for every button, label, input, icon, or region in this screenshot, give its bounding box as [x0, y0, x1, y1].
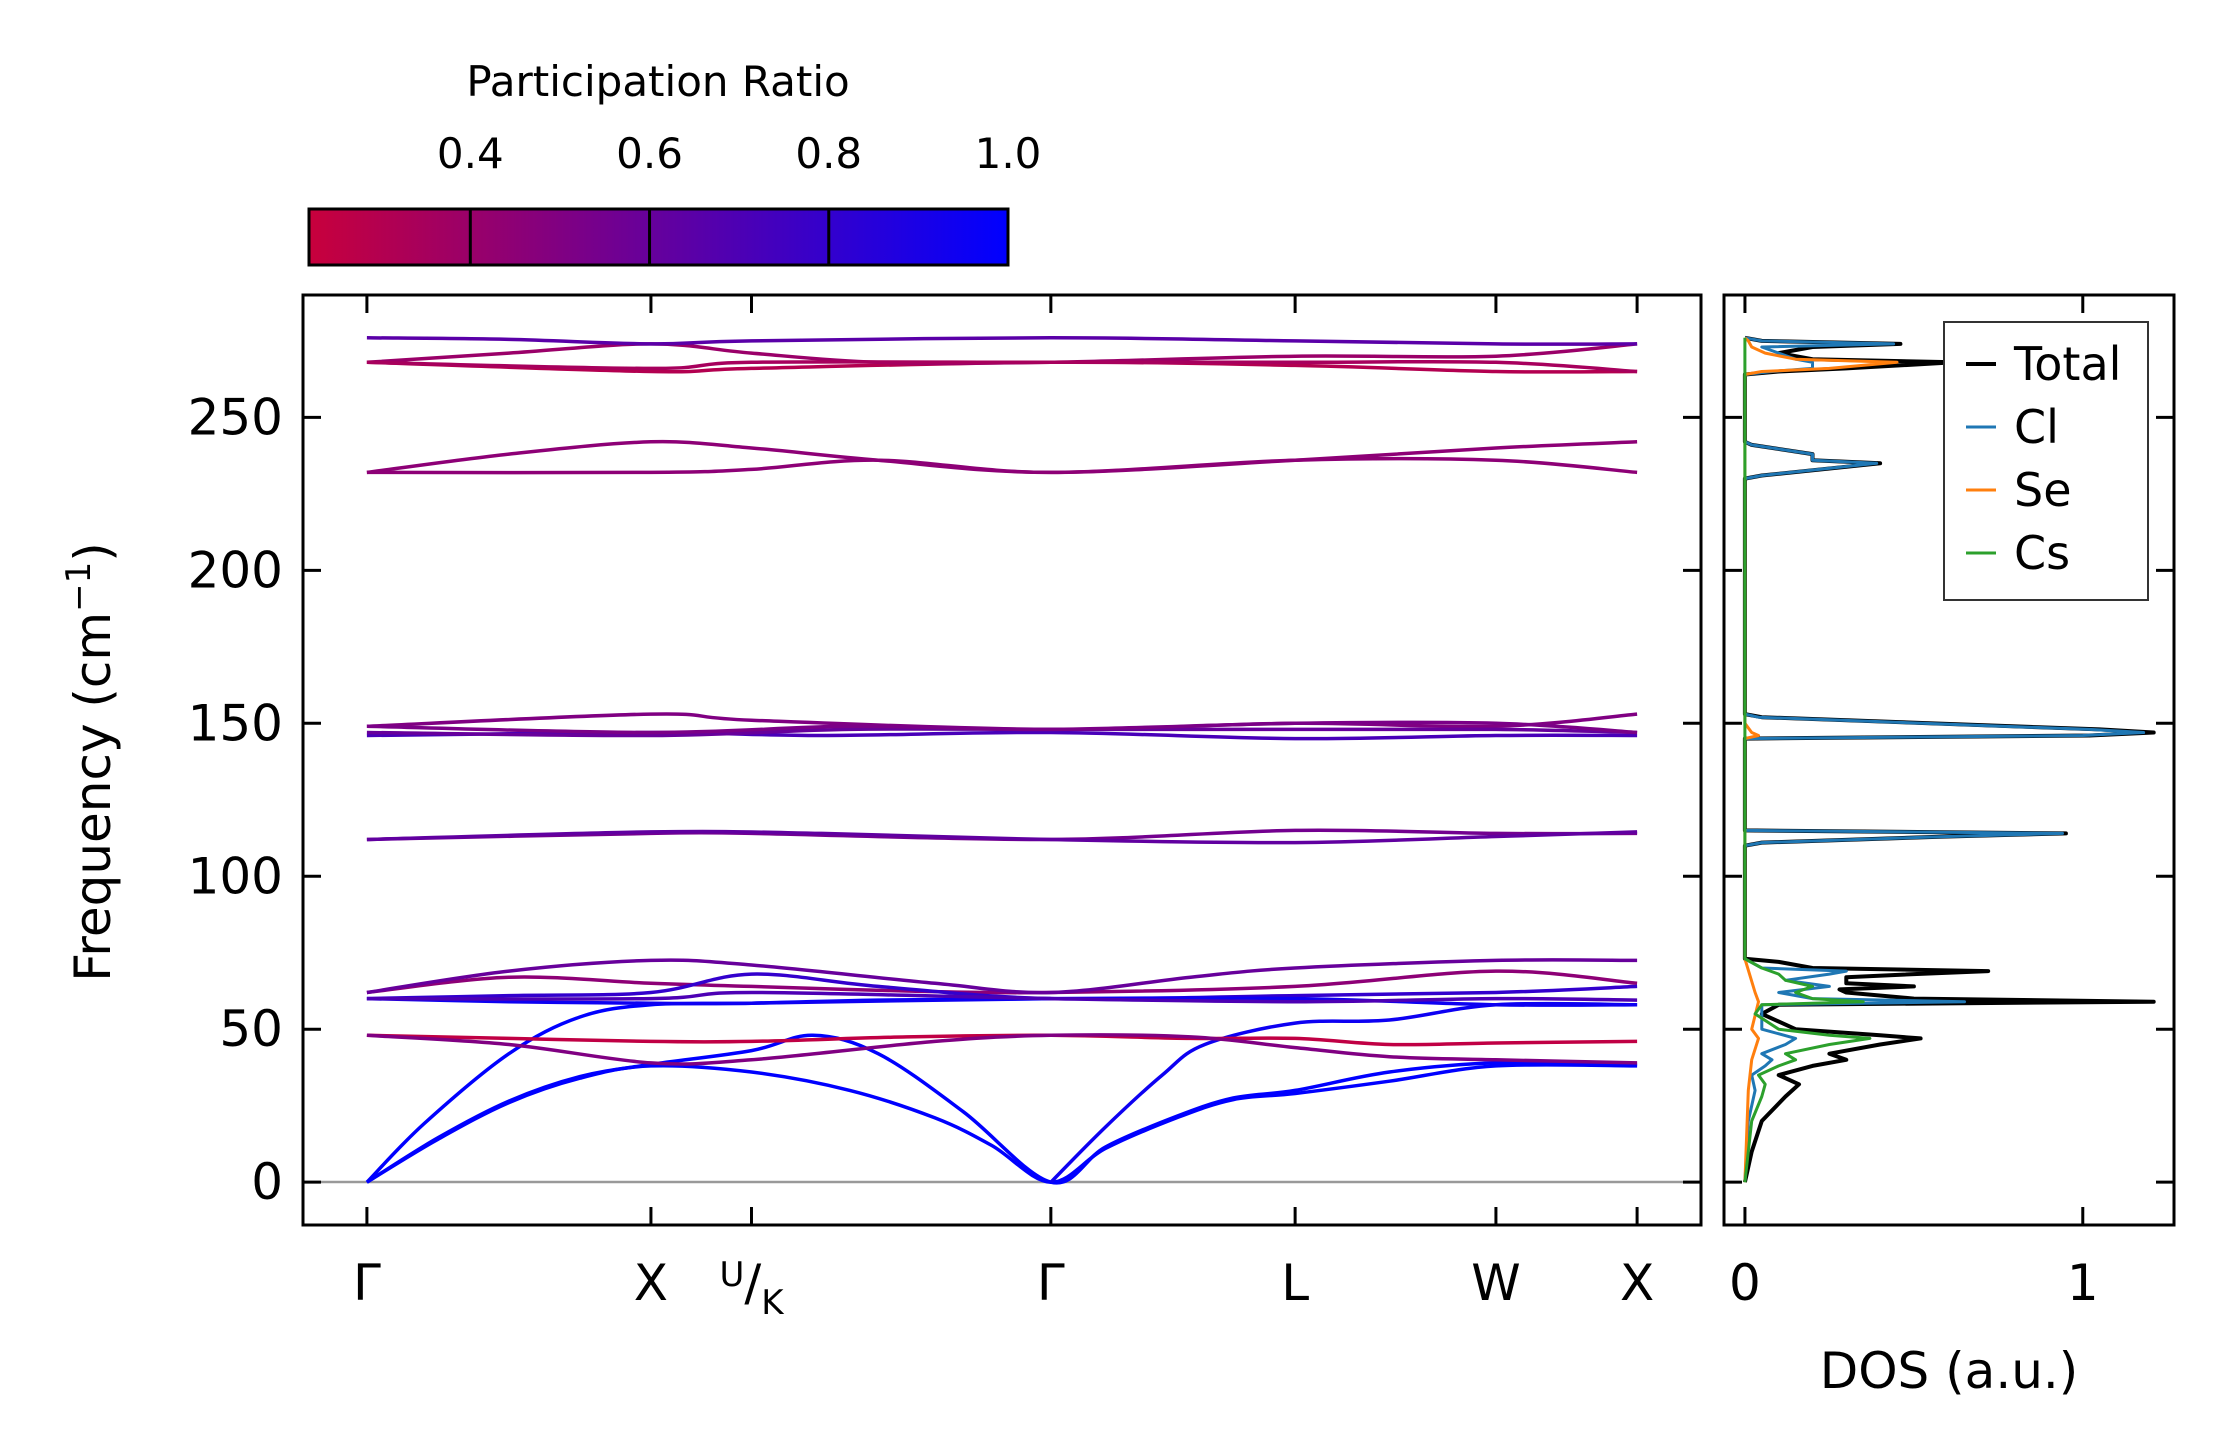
colorbar-tick-label: 0.4 — [437, 129, 504, 178]
x-tick-label-sup: U — [719, 1255, 744, 1295]
dos-x-tick-label: 0 — [1729, 1254, 1761, 1312]
colorbar-tick-label: 1.0 — [975, 129, 1042, 178]
phonon-band — [366, 990, 1638, 1004]
x-tick-label: L — [1281, 1254, 1309, 1312]
phonon-band — [366, 972, 1638, 1001]
dos-x-axis-label: DOS (a.u.) — [1820, 1342, 2079, 1400]
legend-label: Se — [2014, 463, 2072, 517]
dos-x-tick-label: 1 — [2067, 1254, 2099, 1312]
x-tick-label-sub: K — [761, 1283, 785, 1323]
phonon-band — [366, 359, 1638, 374]
phonon-band — [366, 456, 1638, 475]
dos-line-se — [1743, 336, 1899, 1183]
y-tick-label: 50 — [219, 1000, 283, 1058]
band-axes-frame — [301, 293, 1703, 1227]
colorbar: Participation Ratio 0.4 0.6 0.8 1.0 — [307, 57, 1042, 267]
phonon-band — [366, 996, 1638, 1007]
y-tick-label: 250 — [188, 388, 283, 446]
phonon-band — [366, 958, 1638, 995]
x-tick-label: U/K — [719, 1254, 785, 1323]
colorbar-gradient — [307, 207, 1010, 267]
y-tick-label: 150 — [188, 694, 283, 752]
x-tick-label: X — [634, 1254, 668, 1312]
x-tick-label: X — [1620, 1254, 1654, 1312]
dos-axes-frame — [1722, 293, 2176, 1227]
y-tick-label: 0 — [251, 1153, 283, 1211]
x-tick-label: W — [1471, 1254, 1520, 1312]
y-axis-label: Frequency (cm−1) — [59, 542, 122, 982]
y-tick-label: 200 — [188, 541, 283, 599]
dos-line-cs — [1743, 337, 1872, 1183]
dos-panel: 0 1 DOS (a.u.) Total Cl Se Cs — [1722, 293, 2176, 1400]
phonon-band — [1049, 1001, 1638, 1184]
legend-label: Cl — [2014, 400, 2059, 454]
phonon-band — [366, 829, 1638, 845]
colorbar-title: Participation Ratio — [466, 57, 849, 106]
colorbar-tick-label: 0.8 — [795, 129, 862, 178]
legend-label: Cs — [2014, 526, 2070, 580]
legend: Total Cl Se Cs — [1943, 321, 2149, 601]
phonon-band — [366, 336, 1638, 346]
x-tick-label-slash: / — [744, 1254, 761, 1312]
band-structure-panel: 0 50 100 150 200 250 Γ X U/K Γ L W X Frequency (cm−1… — [59, 293, 1703, 1323]
x-tick-label: Γ — [353, 1254, 381, 1312]
phonon-band — [365, 996, 1051, 1184]
phonon-band — [366, 1033, 1638, 1066]
legend-label: Total — [2013, 337, 2121, 391]
y-tick-label: 100 — [188, 847, 283, 905]
phonon-band — [366, 720, 1638, 735]
x-tick-label: Γ — [1037, 1254, 1065, 1312]
phonon-band — [365, 1033, 1638, 1185]
colorbar-tick-label: 0.6 — [616, 129, 683, 178]
phonon-band — [366, 439, 1638, 475]
